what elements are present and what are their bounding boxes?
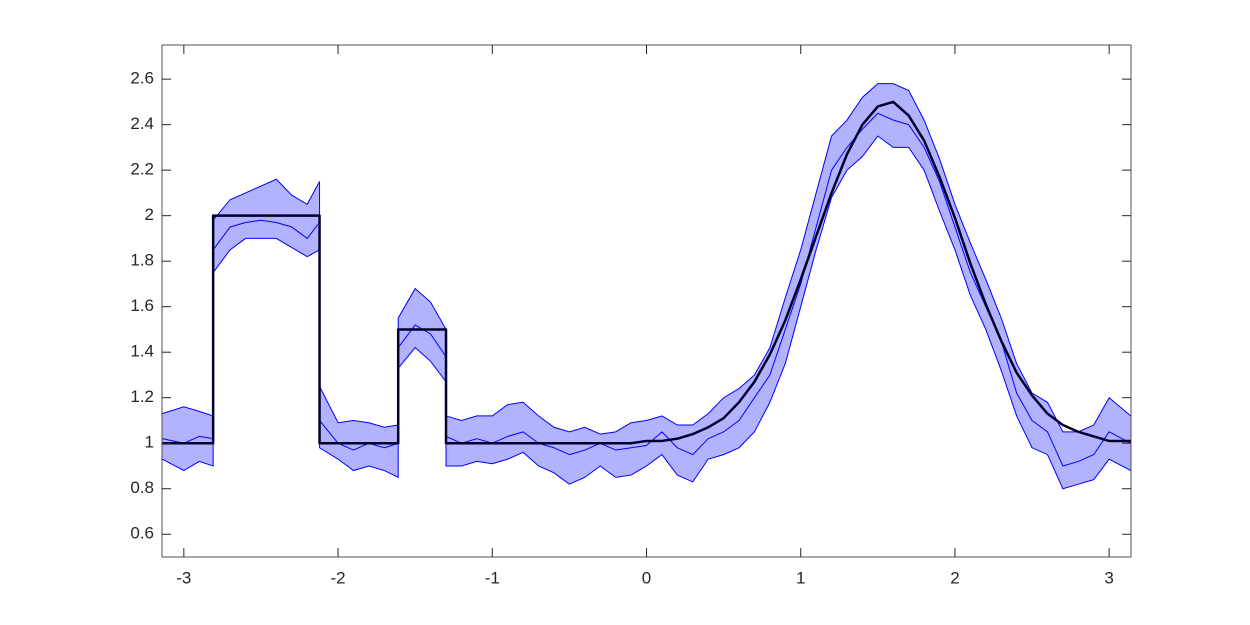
x-tick-label: 0: [642, 568, 651, 587]
y-tick-label: 1.2: [130, 387, 154, 406]
y-tick-label: 0.6: [130, 524, 154, 543]
y-tick-label: 1.4: [130, 342, 154, 361]
y-tick-label: 0.8: [130, 478, 154, 497]
y-tick-label: 1.6: [130, 296, 154, 315]
x-tick-label: 2: [950, 568, 959, 587]
y-tick-label: 1.8: [130, 251, 154, 270]
x-tick-label: -3: [176, 568, 191, 587]
y-tick-label: 2.4: [130, 114, 154, 133]
x-tick-label: 3: [1104, 568, 1113, 587]
y-tick-label: 1: [145, 433, 154, 452]
x-tick-label: -1: [485, 568, 500, 587]
y-tick-label: 2.6: [130, 69, 154, 88]
y-tick-label: 2.2: [130, 160, 154, 179]
y-tick-label: 2: [145, 205, 154, 224]
plot-area: [162, 45, 1131, 557]
x-tick-label: -2: [330, 568, 345, 587]
line: [162, 100, 1131, 445]
band-edge: [162, 83, 1132, 435]
x-tick-label: 1: [796, 568, 805, 587]
